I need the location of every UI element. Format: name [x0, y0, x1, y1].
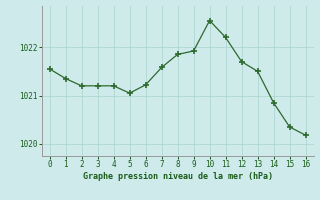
- X-axis label: Graphe pression niveau de la mer (hPa): Graphe pression niveau de la mer (hPa): [83, 172, 273, 181]
